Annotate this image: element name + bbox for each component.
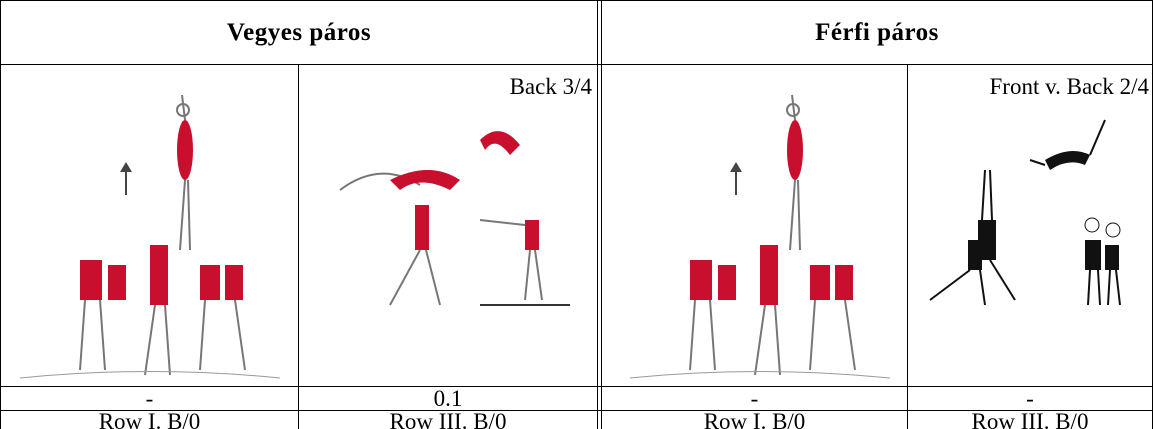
rule: [0, 386, 1153, 387]
table-cell: Row III. B/0: [971, 409, 1089, 429]
table-cell: Row I. B/0: [703, 409, 806, 429]
table-cell: -: [1026, 385, 1034, 411]
header-cell: Vegyes páros: [226, 18, 372, 46]
rule: [0, 0, 1153, 1]
table-cell: Row I. B/0: [98, 409, 201, 429]
rule: [597, 0, 598, 429]
table-cell: -: [750, 385, 759, 411]
pyramid-illustration: [630, 94, 890, 379]
table-cell: 0.1: [433, 385, 463, 411]
front-back-illustration: [929, 119, 1121, 306]
rule: [907, 64, 908, 429]
image-caption: Back 3/4: [509, 74, 592, 99]
back-illustration: [339, 131, 570, 306]
rule: [298, 64, 299, 429]
header-cell: Férfi páros: [815, 18, 939, 46]
rule: [0, 410, 1153, 411]
image-caption: Front v. Back 2/4: [989, 74, 1150, 99]
rule: [0, 64, 1153, 65]
table-cell: -: [145, 385, 154, 411]
rule: [0, 0, 1, 429]
table-cell: Row III. B/0: [389, 409, 507, 429]
rule: [601, 0, 602, 429]
pyramid-illustration: [20, 94, 280, 379]
